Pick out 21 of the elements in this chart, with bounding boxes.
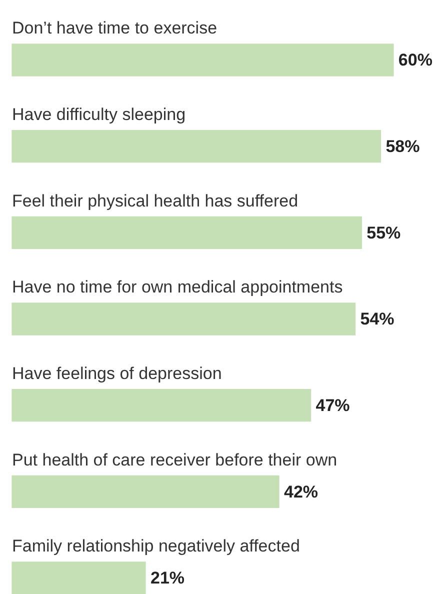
data-label: 47% <box>316 396 350 416</box>
data-label: 58% <box>386 137 420 156</box>
y-tick-label: Don’t have time to exercise <box>12 18 218 38</box>
bar <box>12 562 146 594</box>
data-label: 60% <box>398 50 432 70</box>
bar <box>12 302 356 336</box>
bar <box>12 44 394 76</box>
data-label: 54% <box>360 310 394 329</box>
y-tick-label: Feel their physical health has suffered <box>12 191 298 210</box>
data-label: 55% <box>366 223 401 242</box>
y-tick-label: Have difficulty sleeping <box>12 105 186 124</box>
bar <box>12 130 382 163</box>
y-tick-label: Put health of care receiver before their own <box>12 450 338 470</box>
bar <box>12 475 280 508</box>
y-tick-label: Have feelings of depression <box>12 364 222 384</box>
data-label: 42% <box>284 482 318 502</box>
y-tick-label: Family relationship negatively affected <box>12 536 300 556</box>
bar <box>12 389 312 422</box>
data-label: 21% <box>150 568 185 588</box>
bar <box>12 216 362 249</box>
y-tick-label: Have no time for own medical appointments <box>12 278 343 297</box>
